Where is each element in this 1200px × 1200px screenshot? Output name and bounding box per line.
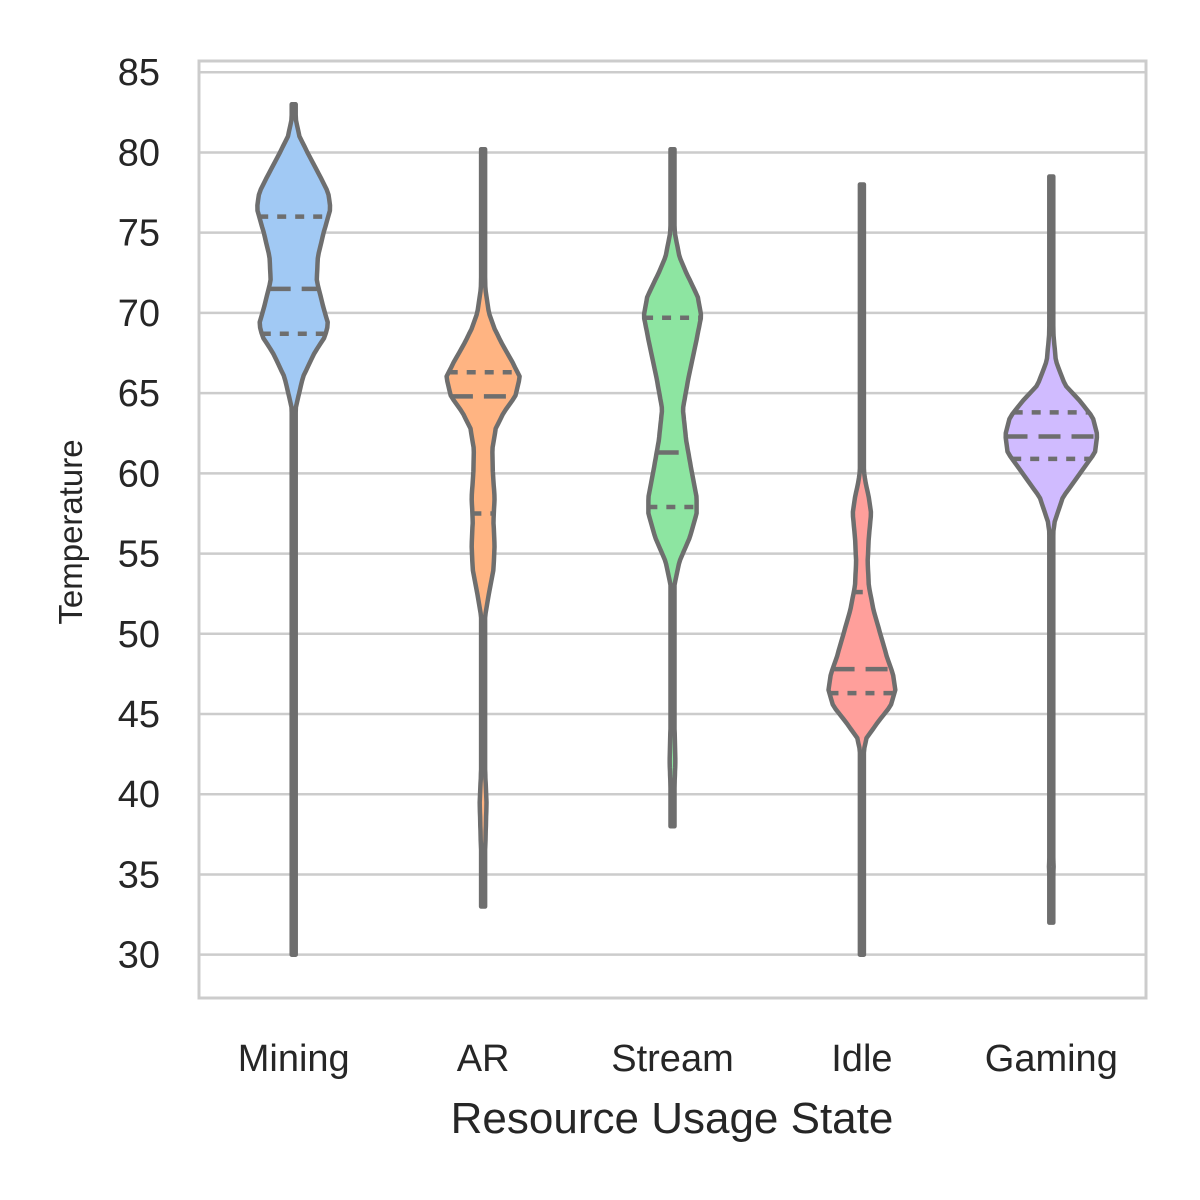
- violin-body: [1003, 174, 1100, 925]
- y-tick-label: 30: [118, 935, 160, 977]
- x-tick-label-gaming: Gaming: [985, 1038, 1118, 1080]
- violin-body: [255, 102, 333, 957]
- x-tick-label-ar: AR: [457, 1038, 510, 1080]
- y-tick-label: 50: [118, 614, 160, 656]
- x-tick-label-idle: Idle: [831, 1038, 892, 1080]
- y-tick-label: 85: [118, 52, 160, 94]
- y-tick-label: 40: [118, 774, 160, 816]
- y-tick-label: 75: [118, 213, 160, 255]
- y-tick-label: 70: [118, 293, 160, 335]
- violin-stream: [641, 146, 704, 829]
- x-tick-label-stream: Stream: [611, 1038, 733, 1080]
- x-axis-title: Resource Usage State: [451, 1094, 894, 1143]
- y-tick-labels: 30 35 40 45 50 55 60 65 70 75 80 85: [118, 52, 160, 976]
- violins: [255, 102, 1100, 957]
- y-tick-label: 80: [118, 132, 160, 174]
- violin-body: [826, 182, 898, 957]
- x-tick-labels: Mining AR Stream Idle Gaming: [238, 1038, 1118, 1080]
- plot-frame: [197, 59, 1148, 1000]
- y-tick-label: 35: [118, 854, 160, 896]
- y-tick-label: 60: [118, 453, 160, 495]
- y-tick-label: 55: [118, 534, 160, 576]
- y-tick-label: 45: [118, 694, 160, 736]
- violin-idle: [826, 182, 898, 957]
- violin-body: [444, 146, 522, 909]
- violin-mining: [255, 102, 333, 957]
- violin-ar: [444, 146, 522, 909]
- y-axis-title: Temperature: [52, 439, 89, 624]
- violin-gaming: [1003, 174, 1100, 925]
- y-tick-label: 65: [118, 373, 160, 415]
- x-tick-label-mining: Mining: [238, 1038, 350, 1080]
